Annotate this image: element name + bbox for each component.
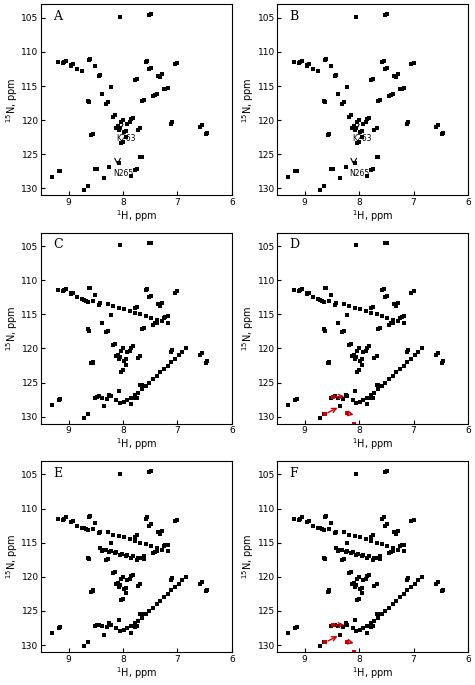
- X-axis label: $^{1}$H, ppm: $^{1}$H, ppm: [352, 208, 393, 224]
- Y-axis label: $^{15}$N, ppm: $^{15}$N, ppm: [4, 306, 20, 351]
- Y-axis label: $^{15}$N, ppm: $^{15}$N, ppm: [4, 534, 20, 580]
- X-axis label: $^{1}$H, ppm: $^{1}$H, ppm: [116, 665, 157, 681]
- Text: N265: N265: [113, 169, 133, 177]
- X-axis label: $^{1}$H, ppm: $^{1}$H, ppm: [352, 665, 393, 681]
- X-axis label: $^{1}$H, ppm: $^{1}$H, ppm: [116, 437, 157, 453]
- Text: D: D: [289, 238, 299, 251]
- Text: K263: K263: [352, 134, 371, 143]
- X-axis label: $^{1}$H, ppm: $^{1}$H, ppm: [352, 437, 393, 453]
- Y-axis label: $^{15}$N, ppm: $^{15}$N, ppm: [240, 306, 256, 351]
- Text: B: B: [289, 10, 298, 23]
- Y-axis label: $^{15}$N, ppm: $^{15}$N, ppm: [240, 534, 256, 580]
- Y-axis label: $^{15}$N, ppm: $^{15}$N, ppm: [240, 77, 256, 123]
- Text: K263: K263: [116, 134, 135, 143]
- X-axis label: $^{1}$H, ppm: $^{1}$H, ppm: [116, 208, 157, 224]
- Text: N265: N265: [349, 169, 370, 177]
- Text: E: E: [53, 466, 62, 479]
- Text: F: F: [289, 466, 297, 479]
- Text: A: A: [53, 10, 62, 23]
- Text: C: C: [53, 238, 62, 251]
- Y-axis label: $^{15}$N, ppm: $^{15}$N, ppm: [4, 77, 20, 123]
